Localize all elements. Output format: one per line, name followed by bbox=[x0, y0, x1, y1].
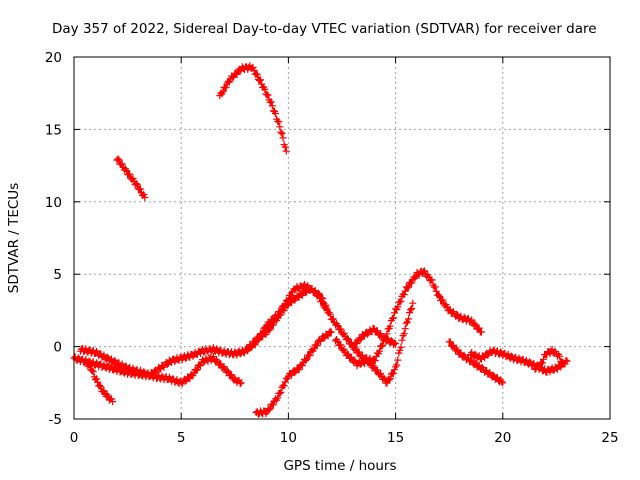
series-points bbox=[445, 338, 507, 387]
y-tick-label: 20 bbox=[45, 50, 62, 66]
series-points bbox=[332, 299, 417, 387]
series-arc-8 bbox=[332, 299, 417, 387]
x-tick-label: 25 bbox=[601, 430, 618, 446]
series-arc-6 bbox=[231, 267, 485, 366]
y-tick-label: 0 bbox=[53, 340, 62, 356]
series-points bbox=[231, 267, 485, 366]
axis-ticks: 0 5 10 15 20 25 -5 0 5 10 15 20 bbox=[45, 50, 619, 446]
series-points bbox=[76, 345, 245, 388]
y-tick-label: 5 bbox=[53, 267, 62, 283]
series-arc-12 bbox=[531, 345, 567, 373]
y-axis-label: SDTVAR / TECUs bbox=[6, 183, 22, 293]
series-points bbox=[81, 357, 117, 406]
series-points bbox=[113, 155, 149, 201]
x-tick-label: 10 bbox=[280, 430, 297, 446]
series-points bbox=[252, 328, 335, 418]
series-arc-1 bbox=[113, 155, 149, 201]
series-points bbox=[216, 62, 290, 155]
x-tick-label: 5 bbox=[177, 430, 186, 446]
x-tick-label: 20 bbox=[494, 430, 511, 446]
series-points bbox=[349, 324, 400, 351]
y-tick-label: 10 bbox=[45, 195, 62, 211]
series-arc-7 bbox=[252, 328, 335, 418]
data-layer bbox=[70, 62, 571, 418]
series-arc-4 bbox=[81, 357, 117, 406]
chart-title: Day 357 of 2022, Sidereal Day-to-day VTE… bbox=[52, 21, 597, 37]
x-axis-label: GPS time / hours bbox=[283, 458, 396, 474]
plot-frame bbox=[73, 56, 611, 420]
series-arc-10 bbox=[445, 338, 507, 387]
series-arc-5 bbox=[76, 345, 245, 388]
series-arc-9 bbox=[349, 324, 400, 351]
x-tick-label: 0 bbox=[70, 430, 79, 446]
y-tick-label: 15 bbox=[45, 122, 62, 138]
series-arc-2 bbox=[216, 62, 290, 155]
series-points bbox=[531, 345, 567, 373]
x-tick-label: 15 bbox=[387, 430, 404, 446]
y-tick-label: -5 bbox=[49, 412, 62, 428]
